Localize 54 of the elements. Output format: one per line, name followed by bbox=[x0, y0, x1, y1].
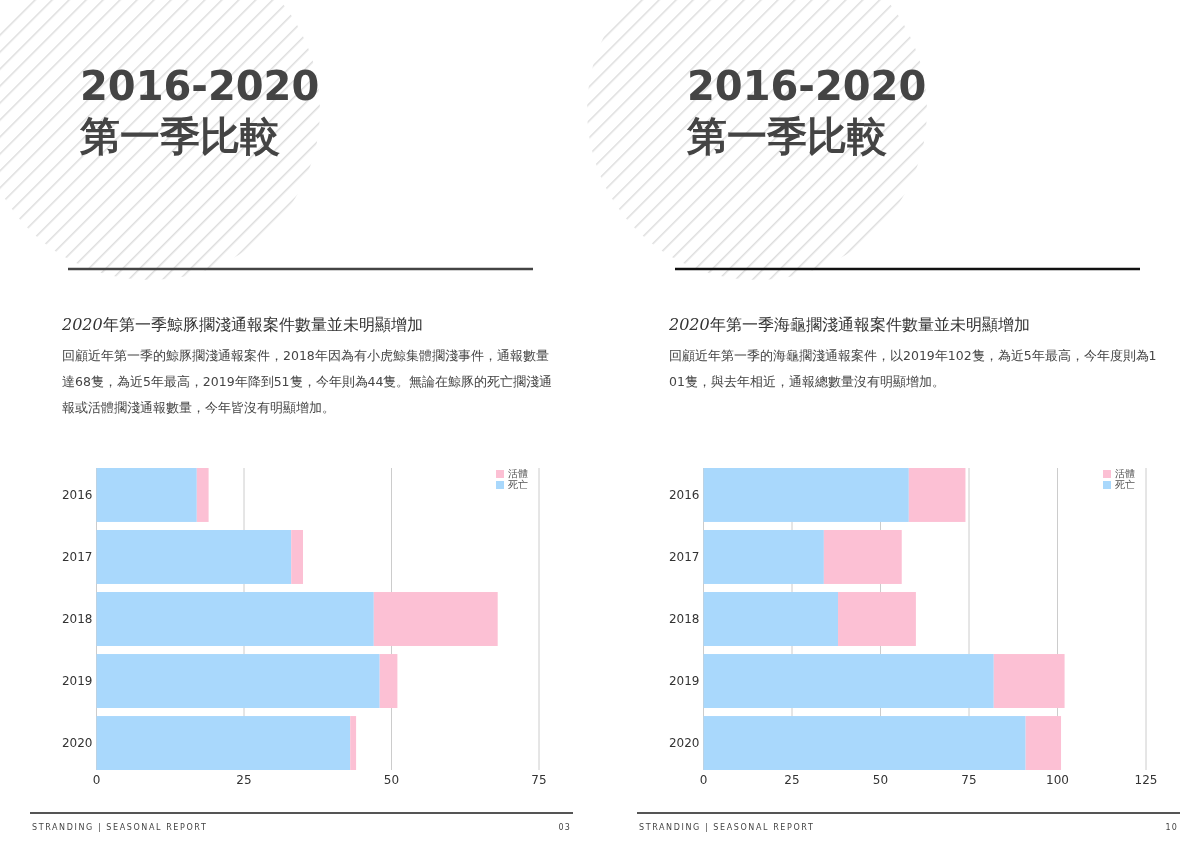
y-tick-label: 2016 bbox=[668, 487, 700, 502]
bar bbox=[703, 654, 994, 708]
y-tick-label: 2016 bbox=[61, 487, 93, 502]
legend-label: 活體 bbox=[508, 468, 528, 479]
bar bbox=[96, 592, 374, 646]
text: 03 bbox=[558, 823, 571, 832]
x-tick-label: 0 bbox=[92, 773, 101, 787]
bar bbox=[823, 530, 902, 584]
x-tick-label: 0 bbox=[699, 773, 708, 787]
bar bbox=[96, 468, 197, 522]
x-tick-label: 25 bbox=[784, 773, 800, 787]
bar bbox=[96, 530, 292, 584]
legend-label: 死亡 bbox=[1115, 479, 1135, 490]
text: STRANDING | SEASONAL REPORT bbox=[639, 823, 815, 832]
y-tick-label: 2019 bbox=[61, 674, 93, 689]
x-tick-label: 100 bbox=[1046, 773, 1069, 787]
text: 回顧近年第一季的海龜擱淺通報案件，以2019年102隻，為近5年最高，今年度則為101隻，與去年相近，通報總數量沒有明顯增加。 bbox=[669, 348, 1157, 389]
y-tick-label: 2018 bbox=[668, 612, 700, 626]
bar bbox=[993, 654, 1065, 708]
bar bbox=[373, 592, 498, 646]
y-tick-label: 2018 bbox=[61, 612, 93, 626]
bar bbox=[703, 716, 1026, 770]
y-tick-label: 2017 bbox=[668, 549, 700, 564]
bar bbox=[96, 716, 351, 770]
x-tick-label: 75 bbox=[961, 773, 977, 787]
bar bbox=[379, 654, 398, 708]
bar bbox=[196, 468, 209, 522]
bar bbox=[96, 654, 380, 708]
bar bbox=[1025, 716, 1062, 770]
x-tick-label: 50 bbox=[872, 773, 889, 787]
chart-subtitle: 2020年第一季鯨豚擱淺通報案件數量並未明顯增加 bbox=[61, 315, 423, 334]
text: 回顧近年第一季的鯨豚擱淺通報案件，2018年因為有小虎鯨集體擱淺事件，通報數量達68隻，為近5年最高，2019年降到51隻，今年則為44隻。無論在鯨豚的死亡擱淺通報或活體擱淺通報數量，今年皆沒有明顯增加。 bbox=[62, 348, 553, 415]
y-tick-label: 2017 bbox=[61, 549, 93, 564]
bar bbox=[908, 468, 966, 522]
bar bbox=[703, 592, 839, 646]
bar bbox=[291, 530, 303, 584]
legend-label: 死亡 bbox=[508, 479, 528, 490]
x-tick-label: 50 bbox=[383, 773, 400, 787]
x-tick-label: 125 bbox=[1134, 773, 1158, 787]
bar bbox=[350, 716, 357, 770]
y-tick-label: 2020 bbox=[61, 736, 93, 751]
y-tick-label: 2019 bbox=[668, 674, 700, 689]
chart-subtitle: 2020年第一季海龜擱淺通報案件數量並未明顯增加 bbox=[668, 315, 1030, 334]
bar bbox=[703, 530, 824, 584]
bar bbox=[703, 468, 909, 522]
chart-title: 2016-2020 第一季比較 bbox=[79, 63, 320, 159]
y-tick-label: 2020 bbox=[668, 736, 700, 751]
chart-title: 2016-2020 第一季比較 bbox=[686, 63, 927, 159]
x-tick-label: 75 bbox=[531, 773, 547, 787]
text: 10 bbox=[1165, 823, 1178, 832]
x-tick-label: 25 bbox=[236, 773, 252, 787]
bar bbox=[838, 592, 916, 646]
text: STRANDING | SEASONAL REPORT bbox=[32, 823, 208, 832]
legend-label: 活體 bbox=[1115, 468, 1135, 479]
